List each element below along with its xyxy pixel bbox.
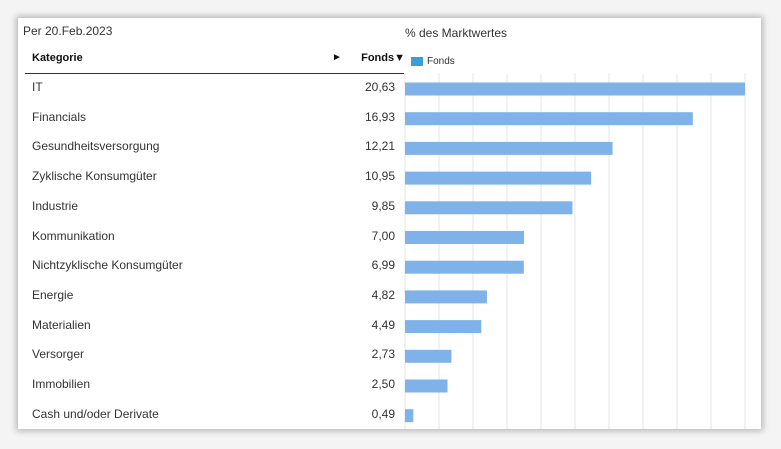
chart-title: % des Marktwertes [405, 26, 508, 40]
table-row: Gesundheitsversorgung 12,21 [18, 139, 408, 159]
as-of-date: Per 20.Feb.2023 [23, 24, 113, 38]
bar[interactable] [405, 379, 448, 393]
table-row: Nichtzyklische Konsumgüter 6,99 [18, 258, 408, 278]
category-value: 6,99 [371, 258, 395, 273]
category-label: Cash und/oder Derivate [32, 406, 159, 421]
category-label: Energie [32, 287, 74, 302]
category-label: Immobilien [32, 377, 91, 391]
fund-allocation-card: Per 20.Feb.2023 % des Marktwertes Fonds … [18, 18, 761, 429]
category-value: 0,49 [371, 406, 395, 421]
expand-arrow-icon[interactable]: ► [332, 52, 342, 63]
bar[interactable] [405, 409, 414, 423]
header-divider [25, 73, 404, 74]
bar[interactable] [405, 112, 693, 126]
legend-swatch [411, 57, 423, 66]
table-row: Kommunikation 7,00 [18, 229, 408, 249]
category-label: Industrie [32, 198, 79, 213]
category-value: 10,95 [364, 169, 395, 184]
category-value: 9,85 [371, 198, 395, 213]
table-row: Immobilien 2,50 [18, 377, 408, 397]
category-label: Kommunikation [32, 228, 115, 243]
category-value: 4,49 [371, 317, 395, 332]
bar[interactable] [405, 141, 613, 155]
category-value: 2,73 [371, 347, 395, 362]
table-row: Zyklische Konsumgüter 10,95 [18, 169, 408, 189]
bar[interactable] [405, 201, 573, 215]
category-label: Versorger [32, 347, 85, 362]
table-row: IT 20,63 [18, 80, 408, 100]
column-header-fonds-sort[interactable]: Fonds▼ [361, 52, 405, 64]
category-value: 4,82 [371, 287, 395, 302]
category-label: Gesundheitsversorgung [32, 139, 160, 154]
category-label: Zyklische Konsumgüter [32, 169, 157, 184]
table-row: Financials 16,93 [18, 110, 408, 130]
bar[interactable] [405, 82, 745, 96]
bar[interactable] [405, 171, 592, 185]
table-row: Industrie 9,85 [18, 199, 408, 219]
bar[interactable] [405, 349, 452, 363]
category-value: 12,21 [364, 139, 395, 154]
chart-legend: Fonds [411, 56, 455, 67]
category-value: 2,50 [371, 377, 395, 391]
column-header-category[interactable]: Kategorie [32, 52, 83, 64]
bar-chart [404, 73, 746, 429]
category-value: 20,63 [364, 80, 395, 94]
category-table: IT 20,63 Financials 16,93 Gesundheitsversorg… [18, 18, 408, 429]
table-row: Cash und/oder Derivate 0,49 [18, 407, 408, 427]
category-label: Nichtzyklische Konsumgüter [32, 258, 183, 273]
bar[interactable] [405, 320, 482, 334]
category-value: 16,93 [364, 109, 395, 124]
bar[interactable] [405, 260, 524, 274]
bar[interactable] [405, 290, 487, 304]
category-label: IT [32, 80, 43, 94]
legend-label: Fonds [427, 56, 455, 67]
table-row: Versorger 2,73 [18, 347, 408, 367]
category-label: Materialien [32, 317, 91, 332]
category-value: 7,00 [371, 228, 395, 243]
category-label: Financials [32, 109, 87, 124]
bar[interactable] [405, 231, 524, 244]
table-row: Materialien 4,49 [18, 318, 408, 338]
table-row: Energie 4,82 [18, 288, 408, 308]
